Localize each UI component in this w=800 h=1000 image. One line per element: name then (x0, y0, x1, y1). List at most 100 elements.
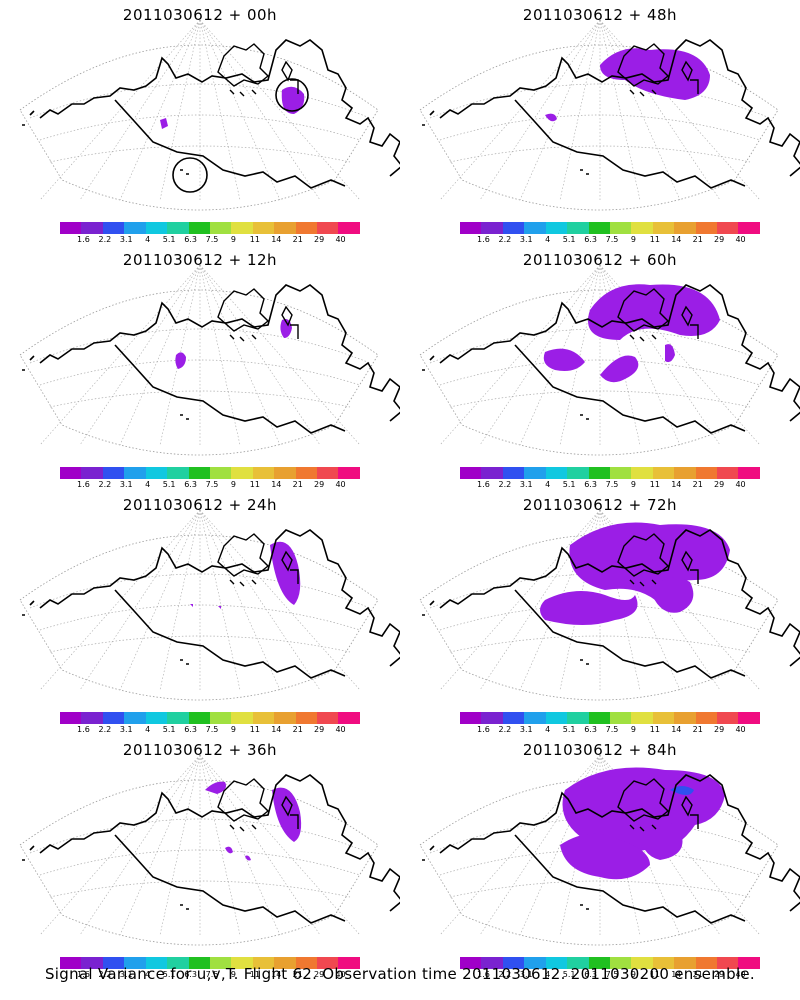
colorbar-swatch (652, 467, 675, 479)
colorbar-tick-label: 2.2 (98, 235, 112, 244)
colorbar-swatch (209, 712, 232, 724)
coastline (39, 774, 400, 912)
variance-region (160, 118, 168, 129)
colorbar-swatch (145, 712, 168, 724)
arctic-islands (617, 43, 699, 97)
polar-map (419, 19, 800, 211)
colorbar-swatch (674, 467, 696, 479)
meridian-line (199, 264, 241, 446)
colorbar-tick-label: 1.6 (77, 725, 90, 734)
colorbar-swatch (631, 222, 653, 234)
forecast-panel-12h: 2011030612 + 12h 1.6 2.2 3.1 4 5.1 6.3 7.5 9 11 14… (0, 245, 400, 495)
panel-title: 2011030612 + 24h (122, 496, 278, 514)
colorbar-swatch (124, 467, 146, 479)
meridian-line (439, 264, 601, 446)
meridian-line (599, 264, 641, 446)
panel-title: 2011030612 + 36h (122, 741, 278, 759)
colorbar-swatch (695, 222, 718, 234)
coastline-south (114, 834, 346, 924)
meridian-line (39, 754, 201, 936)
colorbar-swatch (317, 957, 339, 969)
panel-title: 2011030612 + 48h (522, 6, 678, 24)
meridian-line (39, 264, 201, 446)
colorbar-tick-label: 29 (314, 235, 325, 244)
colorbar-tick-label: 11 (649, 235, 660, 244)
meridian-line (519, 19, 601, 201)
colorbar-tick-label: 9 (230, 970, 236, 979)
colorbar-tick-label: 6.3 (584, 235, 597, 244)
variance-region (588, 284, 720, 340)
island-marks (422, 110, 589, 175)
colorbar (60, 467, 360, 479)
colorbar-tick-label: 29 (714, 480, 725, 489)
meridian-line (159, 19, 201, 201)
meridian-line (39, 19, 201, 201)
colorbar-tick-label: 1.6 (477, 480, 490, 489)
meridian-line (79, 264, 201, 446)
colorbar-swatch (717, 957, 739, 969)
map-boundary (19, 44, 379, 211)
colorbar-swatch (274, 712, 296, 724)
colorbar-swatch (317, 467, 339, 479)
meridian-line (199, 19, 281, 201)
colorbar-tick-label: 2.2 (498, 480, 512, 489)
map-boundary (419, 44, 779, 211)
meridian-line (199, 19, 241, 201)
latitude-line (29, 83, 371, 119)
colorbar-swatch (502, 957, 525, 969)
forecast-panel-00h: 2011030612 + 00h 1.6 2.2 3.1 4 5.1 6.3 7.5 9 11 14… (0, 0, 400, 250)
colorbar-tick-label: 3.1 (119, 725, 133, 734)
colorbar-swatch (167, 222, 189, 234)
colorbar-tick-label: 40 (335, 235, 346, 244)
colorbar-swatch (338, 957, 360, 969)
colorbar-tick-label: 9 (230, 235, 236, 244)
colorbar-tick-label: 11 (649, 970, 660, 979)
colorbar-swatch (460, 222, 482, 234)
meridian-line (439, 19, 601, 201)
colorbar-swatch (695, 712, 718, 724)
colorbar-swatch (695, 467, 718, 479)
polar-map (19, 754, 400, 946)
colorbar-swatch (502, 467, 525, 479)
panel-title: 2011030612 + 84h (522, 741, 678, 759)
colorbar-swatch (102, 957, 125, 969)
meridian-line (199, 509, 361, 691)
observation-circle (275, 78, 309, 112)
map-boundary (419, 534, 779, 701)
colorbar-swatch (631, 467, 653, 479)
colorbar-swatch (502, 222, 525, 234)
colorbar-swatch (60, 467, 82, 479)
colorbar-swatch (252, 712, 275, 724)
island-marks (22, 110, 189, 175)
graticule (19, 754, 379, 946)
colorbar-tick-label: 14 (671, 480, 682, 489)
colorbar-tick-label: 2.2 (498, 725, 512, 734)
colorbar-swatch (188, 712, 210, 724)
colorbar-tick-label: 40 (735, 725, 746, 734)
meridian-line (199, 264, 321, 446)
island-marks (422, 845, 589, 910)
colorbar-labels: 1.6 2.2 3.1 4 5.1 6.3 7.5 9 11 14 21 29 40 (455, 970, 770, 980)
coastline (439, 774, 800, 912)
latitude-line (39, 849, 361, 876)
colorbar-tick-label: 4 (145, 480, 151, 489)
colorbar-swatch (231, 712, 253, 724)
coastline-south (514, 344, 746, 434)
latitude-line (439, 359, 761, 386)
latitude-line (429, 328, 771, 364)
colorbar-swatch (81, 957, 103, 969)
meridian-line (479, 19, 601, 201)
colorbar-tick-label: 9 (230, 480, 236, 489)
colorbar-swatch (188, 467, 210, 479)
polar-map (19, 509, 400, 701)
colorbar-tick-label: 3.1 (519, 970, 533, 979)
colorbar-swatch (102, 222, 125, 234)
colorbar-swatch (167, 712, 189, 724)
map-boundary (19, 289, 379, 456)
colorbar-swatch (674, 957, 696, 969)
colorbar-tick-label: 40 (735, 970, 746, 979)
colorbar-tick-label: 21 (292, 725, 303, 734)
colorbar-swatch (231, 467, 253, 479)
colorbar-tick-label: 6.3 (184, 480, 197, 489)
meridian-line (479, 264, 601, 446)
